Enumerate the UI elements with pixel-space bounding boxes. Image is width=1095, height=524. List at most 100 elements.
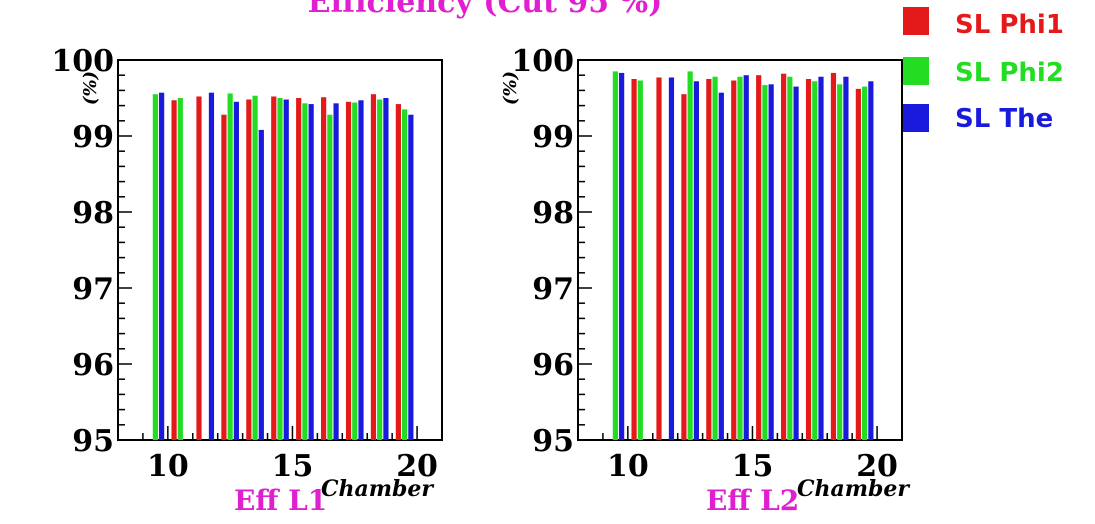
x-tick-label: 10 xyxy=(147,449,189,484)
bar-phi2-9 xyxy=(612,71,618,441)
bar-phi2-15 xyxy=(762,85,768,440)
y-tick-label: 95 xyxy=(72,424,114,459)
bar-phi1-10 xyxy=(631,79,637,440)
bar-phi1-16 xyxy=(321,97,327,441)
y-tick-label: 100 xyxy=(511,44,574,79)
bar-the-12 xyxy=(693,81,699,440)
bar-phi2-10 xyxy=(177,98,183,440)
bar-phi1-13 xyxy=(706,79,712,440)
y-tick-label: 99 xyxy=(72,120,114,155)
y-tick-label: 97 xyxy=(532,272,574,307)
panel-label: Eff L1 xyxy=(234,484,327,517)
bar-phi1-17 xyxy=(345,101,352,441)
legend-swatch-phi2 xyxy=(903,57,929,85)
y-axis: 95 96 97 98 99 100 xyxy=(51,44,132,459)
bar-the-19 xyxy=(868,81,874,440)
bar-phi1-18 xyxy=(830,72,837,441)
bar-phi1-19 xyxy=(395,104,401,440)
bar-phi2-12 xyxy=(227,93,233,440)
y-tick-label: 99 xyxy=(532,120,574,155)
y-axis: 95 96 97 98 99 100 xyxy=(511,44,592,459)
panel-eff-l1: 95 96 97 98 99 100 10 15 20 (%) Eff L1 Chamber xyxy=(51,44,443,517)
bar-the-9 xyxy=(159,92,165,441)
bar-phi1-12 xyxy=(681,94,687,440)
bar-phi2-10 xyxy=(637,80,643,441)
bar-phi1-14 xyxy=(271,96,277,440)
bar-the-19 xyxy=(408,114,414,440)
bar-the-18 xyxy=(843,76,849,440)
bar-phi1-12 xyxy=(221,114,227,440)
legend-swatch-the xyxy=(903,104,929,132)
bar-phi2-18 xyxy=(837,84,843,440)
bar-phi2-16 xyxy=(787,76,793,440)
panel-label: Eff L2 xyxy=(706,484,799,517)
bar-phi2-17 xyxy=(812,81,818,440)
bar-the-11 xyxy=(668,77,675,440)
bar-the-14 xyxy=(283,99,289,441)
x-tick-label: 20 xyxy=(856,449,898,484)
bar-the-11 xyxy=(208,92,215,441)
x-axis-label: Chamber xyxy=(797,476,910,502)
x-tick-label: 15 xyxy=(272,449,314,484)
bar-phi2-16 xyxy=(327,114,333,440)
figure-title: Efficiency (Cut 95 %) xyxy=(308,0,663,20)
bar-phi1-17 xyxy=(805,79,812,440)
bar-phi2-15 xyxy=(302,103,308,440)
bar-group xyxy=(612,71,874,441)
x-axis: 10 15 20 xyxy=(577,426,903,484)
x-tick-label: 15 xyxy=(732,449,774,484)
bar-the-15 xyxy=(308,104,314,440)
legend-label: SL Phi1 xyxy=(955,10,1064,40)
bar-group xyxy=(152,92,414,441)
y-axis-label: (%) xyxy=(500,71,521,105)
bar-phi1-14 xyxy=(731,80,737,441)
bar-the-17 xyxy=(358,100,364,440)
legend-item: SL Phi1 xyxy=(903,7,1064,40)
x-tick-label: 10 xyxy=(607,449,649,484)
y-tick-label: 98 xyxy=(72,196,114,231)
bar-the-13 xyxy=(718,92,724,441)
bar-phi1-13 xyxy=(246,99,252,441)
bar-the-16 xyxy=(333,103,339,440)
bar-phi2-13 xyxy=(252,95,258,440)
bar-phi1-11 xyxy=(196,96,202,440)
x-axis-label: Chamber xyxy=(321,476,434,502)
bar-phi2-14 xyxy=(277,98,283,440)
bar-phi2-13 xyxy=(712,76,718,440)
y-tick-label: 98 xyxy=(532,196,574,231)
bar-phi1-15 xyxy=(296,98,302,440)
bar-phi1-18 xyxy=(370,94,377,440)
y-tick-label: 97 xyxy=(72,272,114,307)
bar-phi1-15 xyxy=(756,75,762,440)
legend-item: SL Phi2 xyxy=(903,57,1064,88)
bar-phi1-19 xyxy=(855,88,861,440)
y-tick-label: 96 xyxy=(532,348,574,383)
bar-the-16 xyxy=(793,86,799,440)
bar-phi2-18 xyxy=(377,99,383,441)
bar-phi1-16 xyxy=(781,73,787,441)
bar-the-15 xyxy=(768,84,774,440)
legend-swatch-phi1 xyxy=(903,7,929,35)
y-tick-label: 95 xyxy=(532,424,574,459)
y-tick-label: 96 xyxy=(72,348,114,383)
panel-eff-l2: 95 96 97 98 99 100 10 15 20 (%) Eff L2 Chamber xyxy=(500,44,910,517)
legend-label: SL Phi2 xyxy=(955,58,1064,88)
bar-phi2-19 xyxy=(862,86,868,440)
x-axis: 10 15 20 xyxy=(117,426,443,484)
legend: SL Phi1 SL Phi2 SL The xyxy=(903,7,1064,134)
x-tick-label: 20 xyxy=(396,449,438,484)
legend-item: SL The xyxy=(903,104,1053,134)
bar-the-17 xyxy=(818,76,824,440)
bar-phi1-11 xyxy=(656,77,662,440)
y-tick-label: 100 xyxy=(51,44,114,79)
bar-the-9 xyxy=(619,72,625,441)
bar-the-18 xyxy=(383,98,389,440)
bar-the-14 xyxy=(743,75,749,440)
y-axis-label: (%) xyxy=(80,71,101,105)
bar-the-12 xyxy=(233,101,239,441)
bar-phi1-10 xyxy=(171,100,177,440)
bar-phi2-9 xyxy=(152,94,158,440)
bar-phi2-17 xyxy=(352,102,358,440)
bar-phi2-12 xyxy=(687,71,693,441)
bar-phi2-19 xyxy=(402,109,408,441)
